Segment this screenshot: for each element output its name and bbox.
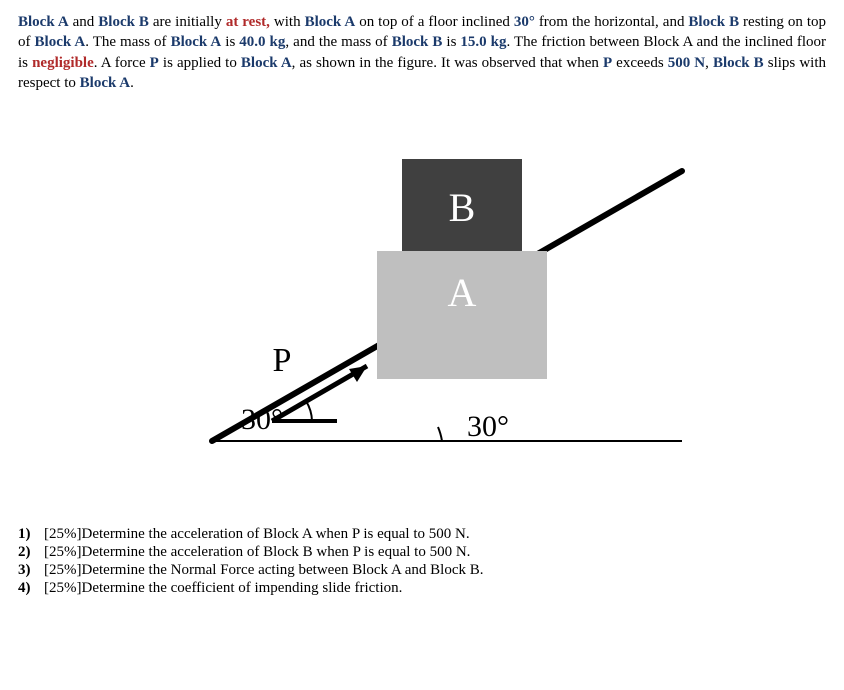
question-percent: [25%]	[44, 544, 82, 560]
problem-text-segment: with	[270, 14, 305, 30]
problem-text-segment: 15.0 kg	[460, 34, 506, 50]
problem-text-segment: Block B	[713, 55, 764, 71]
problem-statement: Block A and Block B are initially at res…	[18, 12, 826, 93]
question-text: [25%]Determine the acceleration of Block…	[44, 526, 470, 543]
problem-text-segment: Block B	[688, 14, 739, 30]
problem-text-segment: P	[603, 55, 612, 71]
question-percent: [25%]	[44, 562, 82, 578]
question-number: 3)	[18, 562, 44, 579]
problem-text-segment: 500 N	[668, 55, 705, 71]
question-number: 1)	[18, 526, 44, 543]
problem-text-segment: P	[150, 55, 159, 71]
question-number: 2)	[18, 544, 44, 561]
figure-container: A B P 30° 30°	[18, 121, 826, 486]
problem-text-segment: , and the mass of	[285, 34, 391, 50]
problem-text-segment: 40.0 kg	[239, 34, 285, 50]
problem-text-segment: 30°	[514, 14, 535, 30]
question-row: 2)[25%]Determine the acceleration of Blo…	[18, 544, 826, 561]
problem-text-segment: Block A	[305, 14, 356, 30]
question-row: 1)[25%]Determine the acceleration of Blo…	[18, 526, 826, 543]
svg-text:A: A	[448, 270, 477, 315]
svg-text:B: B	[449, 185, 476, 230]
question-row: 3)[25%]Determine the Normal Force acting…	[18, 562, 826, 579]
physics-diagram: A B P 30° 30°	[142, 121, 702, 481]
problem-text-segment: Block A	[80, 75, 130, 91]
problem-text-segment: Block B	[392, 34, 443, 50]
svg-text:P: P	[273, 342, 292, 379]
problem-text-segment: . The mass of	[85, 34, 170, 50]
problem-text-segment: Block A	[241, 55, 292, 71]
question-body: Determine the acceleration of Block A wh…	[82, 526, 470, 542]
question-list: 1)[25%]Determine the acceleration of Blo…	[18, 526, 826, 597]
problem-text-segment: Block A	[171, 34, 222, 50]
problem-text-segment: Block A	[18, 14, 69, 30]
question-percent: [25%]	[44, 526, 82, 542]
question-number: 4)	[18, 580, 44, 597]
problem-text-segment: is	[442, 34, 460, 50]
problem-text-segment: Block B	[98, 14, 149, 30]
problem-text-segment: exceeds	[612, 55, 668, 71]
problem-text-segment: Block A	[35, 34, 86, 50]
question-row: 4)[25%]Determine the coefficient of impe…	[18, 580, 826, 597]
problem-text-segment: on top of a floor inclined	[355, 14, 514, 30]
question-text: [25%]Determine the acceleration of Block…	[44, 544, 470, 561]
question-percent: [25%]	[44, 580, 82, 596]
problem-text-segment: , as shown in the figure. It was observe…	[292, 55, 603, 71]
problem-text-segment: ,	[705, 55, 713, 71]
problem-text-segment: . A force	[94, 55, 150, 71]
question-text: [25%]Determine the Normal Force acting b…	[44, 562, 483, 579]
problem-text-segment: from the horizontal, and	[535, 14, 689, 30]
question-body: Determine the acceleration of Block B wh…	[82, 544, 471, 560]
svg-text:30°: 30°	[467, 410, 509, 443]
question-body: Determine the coefficient of impending s…	[82, 580, 403, 596]
question-body: Determine the Normal Force acting betwee…	[82, 562, 484, 578]
problem-text-segment: and	[69, 14, 99, 30]
question-text: [25%]Determine the coefficient of impend…	[44, 580, 402, 597]
problem-text-segment: at rest,	[226, 14, 270, 30]
problem-text-segment: is applied to	[159, 55, 241, 71]
svg-text:30°: 30°	[241, 403, 283, 436]
problem-text-segment: .	[130, 75, 134, 91]
problem-text-segment: is	[221, 34, 239, 50]
problem-text-segment: negligible	[32, 55, 94, 71]
problem-text-segment: are initially	[149, 14, 226, 30]
